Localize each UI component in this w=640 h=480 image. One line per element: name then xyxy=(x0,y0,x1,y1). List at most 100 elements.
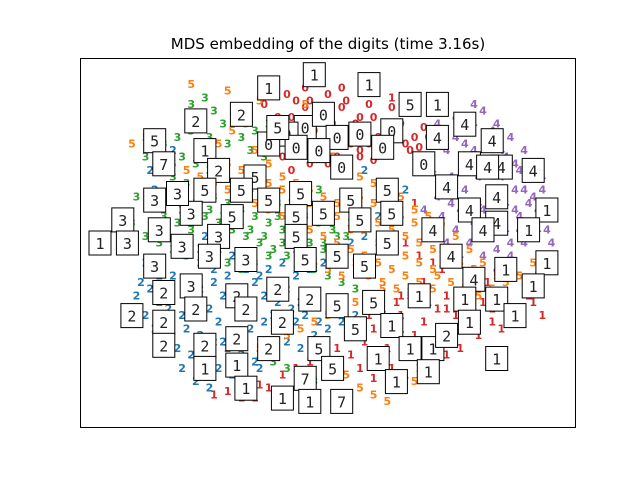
digit-3-point: 3 xyxy=(178,151,186,164)
digit-4-point: 4 xyxy=(479,105,487,118)
digit-5-point: 5 xyxy=(415,276,423,289)
digit-2-point: 2 xyxy=(402,184,410,197)
digit-3-point: 3 xyxy=(306,237,314,250)
thumbnail-digit: 4 xyxy=(433,129,442,147)
digit-5-point: 5 xyxy=(383,395,391,408)
thumbnail-frame xyxy=(366,346,390,371)
thumbnail-frame xyxy=(421,217,445,243)
thumbnail-frame xyxy=(152,280,176,305)
thumbnail-digit: 1 xyxy=(492,291,501,309)
digit-thumbnail: 1 xyxy=(425,91,449,117)
digit-5-point: 5 xyxy=(452,230,460,243)
digit-2-point: 2 xyxy=(279,256,287,269)
thumbnail-digit: 1 xyxy=(387,318,396,336)
thumbnail-digit: 2 xyxy=(241,301,250,319)
thumbnail-digit: 3 xyxy=(155,222,164,240)
thumbnail-frame xyxy=(330,154,354,180)
thumbnail-digit: 2 xyxy=(232,331,241,349)
digit-4-point: 4 xyxy=(511,184,519,197)
thumbnail-frame xyxy=(476,154,500,180)
digit-5-point: 5 xyxy=(429,243,437,256)
thumbnail-frame xyxy=(298,286,322,312)
digit-3-point: 3 xyxy=(269,243,277,256)
digit-2-point: 2 xyxy=(174,342,182,355)
digit-5-point: 5 xyxy=(516,270,524,283)
digit-thumbnail: 5 xyxy=(348,207,372,233)
digit-thumbnail: 2 xyxy=(207,157,231,183)
digit-thumbnail: 5 xyxy=(257,187,281,213)
digit-3-point: 3 xyxy=(210,105,218,118)
thumbnail-digit: 4 xyxy=(465,156,474,174)
digit-3-point: 3 xyxy=(187,98,195,111)
digit-0-point: 0 xyxy=(338,81,346,94)
thumbnail-frame xyxy=(348,207,372,233)
digit-thumbnail: 5 xyxy=(311,200,335,226)
digit-1-point: 1 xyxy=(279,369,287,382)
digit-thumbnail: 2 xyxy=(152,309,176,335)
thumbnail-digit: 2 xyxy=(200,337,209,355)
thumbnail-frame xyxy=(412,151,436,177)
digit-5-point: 5 xyxy=(411,217,419,230)
thumbnail-digit: 2 xyxy=(191,301,200,319)
digit-4-point: 4 xyxy=(470,98,478,111)
thumbnail-digit: 7 xyxy=(159,156,168,174)
digit-2-point: 2 xyxy=(169,144,177,157)
digit-4-point: 4 xyxy=(438,210,446,223)
thumbnail-frame xyxy=(517,217,541,243)
digit-thumbnail: 4 xyxy=(435,174,459,200)
digit-4-point: 4 xyxy=(420,204,428,217)
digit-5-point: 5 xyxy=(393,283,401,296)
thumbnail-digit: 4 xyxy=(460,116,469,134)
thumbnail-frame xyxy=(325,243,349,269)
thumbnail-frame xyxy=(453,111,477,137)
digit-thumbnail: 2 xyxy=(184,296,208,322)
thumbnail-digit: 5 xyxy=(292,209,301,227)
digit-5-point: 5 xyxy=(301,98,309,111)
digit-4-point: 4 xyxy=(434,118,442,131)
thumbnail-digit: 0 xyxy=(333,129,342,147)
thumbnail-frame xyxy=(348,121,372,147)
digit-3-point: 3 xyxy=(206,204,214,217)
digit-5-point: 5 xyxy=(224,184,232,197)
thumbnail-digit: 0 xyxy=(264,136,273,154)
digit-thumbnail: 1 xyxy=(494,256,518,282)
digit-thumbnail: 2 xyxy=(152,280,176,305)
thumbnail-frame xyxy=(407,283,431,309)
digit-1-point: 1 xyxy=(415,250,423,263)
digit-thumbnail: 5 xyxy=(284,223,308,249)
digit-3-point: 3 xyxy=(215,217,223,230)
thumbnail-digit: 2 xyxy=(237,106,246,124)
digit-5-point: 5 xyxy=(466,243,474,256)
digit-thumbnail: 0 xyxy=(284,134,308,160)
digit-thumbnail: 1 xyxy=(257,75,281,101)
digit-thumbnail: 1 xyxy=(366,346,390,371)
digit-4-point: 4 xyxy=(479,204,487,217)
digit-2-point: 2 xyxy=(178,309,186,322)
digit-thumbnail: 2 xyxy=(435,322,459,348)
digit-thumbnail: 5 xyxy=(266,115,290,140)
digit-2-point: 2 xyxy=(283,336,291,349)
thumbnail-frame xyxy=(480,128,504,154)
thumbnail-digit: 1 xyxy=(433,96,442,114)
digit-5-point: 5 xyxy=(338,270,346,283)
digit-4-point: 4 xyxy=(507,131,515,144)
digit-3-point: 3 xyxy=(269,355,277,368)
thumbnail-frame xyxy=(220,204,244,230)
thumbnail-digit: 1 xyxy=(524,222,533,240)
digit-5-point: 5 xyxy=(397,190,405,203)
digit-2-point: 2 xyxy=(256,270,264,283)
digit-2-point: 2 xyxy=(187,349,195,362)
thumbnail-frame xyxy=(234,296,258,322)
thumbnail-frame xyxy=(435,174,459,200)
thumbnail-frame xyxy=(521,157,545,183)
digit-5-point: 5 xyxy=(228,124,236,137)
digit-thumbnail: 4 xyxy=(462,266,486,292)
thumbnail-digit: 5 xyxy=(360,258,369,276)
digit-thumbnail: 0 xyxy=(412,151,436,177)
thumbnail-digit: 5 xyxy=(328,360,337,378)
digit-2-point: 2 xyxy=(374,210,382,223)
thumbnail-frame xyxy=(184,108,208,134)
digit-0-point: 0 xyxy=(338,101,346,114)
digit-3-point: 3 xyxy=(224,256,232,269)
thumbnail-digit: 5 xyxy=(150,133,159,151)
